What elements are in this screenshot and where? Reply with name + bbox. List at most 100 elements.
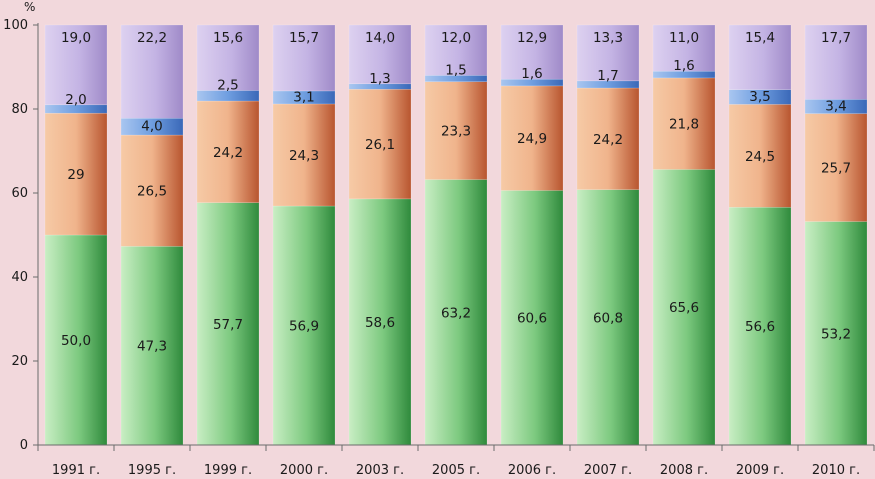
y-axis-unit: % [24,0,35,14]
bar-segment-lavender [576,24,640,82]
bar-segment-green [196,202,260,446]
data-label: 60,6 [517,311,547,327]
bar-segment-green [652,169,716,446]
data-label: 3,4 [825,98,846,114]
bar-segment-lavender [120,24,184,119]
y-axis: 0 20 40 60 80 100 [3,18,39,453]
bar-segment-orange [120,134,184,247]
data-label: 15,7 [289,30,319,46]
bar-stack: 47,3 26,5 4,0 22,2 [120,24,184,446]
data-label: 24,9 [517,131,547,147]
data-label: 3,5 [749,89,770,105]
data-label: 56,6 [745,319,775,335]
data-label: 23,3 [441,124,471,140]
bar-segment-green [120,246,184,446]
x-tick-label: 2003 г. [356,463,404,478]
x-tick-label: 2007 г. [584,463,632,478]
data-label: 2,0 [65,92,86,108]
bar-segment-orange [196,100,260,203]
data-label: 3,1 [293,89,314,105]
x-tick-label: 2006 г. [508,463,556,478]
data-label: 63,2 [441,305,471,321]
bar-stack: 57,7 24,2 2,5 15,6 [196,24,260,446]
bar-stack: 58,6 26,1 1,3 14,0 [348,24,412,446]
data-label: 24,3 [289,148,319,164]
data-label: 25,7 [821,161,851,177]
bar-segment-orange [652,77,716,170]
y-tick-label: 20 [11,354,28,369]
x-tick-label: 2010 г. [812,463,860,478]
bar-segment-green [424,179,488,446]
data-label: 53,2 [821,326,851,342]
data-label: 22,2 [137,30,167,46]
bar-segment-lavender [424,24,488,76]
bar-segment-green [576,189,640,446]
data-label: 57,7 [213,317,243,333]
bar-segment-green [348,198,412,446]
x-tick-label: 1995 г. [128,463,176,478]
data-label: 2,5 [217,78,238,94]
bar-stack: 53,2 25,7 3,4 17,7 [804,24,868,446]
y-tick-label: 60 [11,186,28,201]
data-label: 12,9 [517,30,547,46]
data-label: 12,0 [441,30,471,46]
data-label: 58,6 [365,315,395,331]
data-label: 4,0 [141,119,162,135]
data-label: 13,3 [593,30,623,46]
bar-segment-green [728,207,792,446]
bar-segment-lavender [348,24,412,85]
bar-segment-lavender [196,24,260,91]
y-tick-label: 0 [20,438,28,453]
data-label: 65,6 [669,300,699,316]
y-tick-label: 80 [11,102,28,117]
data-label: 17,7 [821,30,851,46]
data-label: 21,8 [669,117,699,133]
bar-segment-lavender [272,24,336,92]
y-tick-label: 100 [3,18,28,33]
bar-segment-orange [424,81,488,180]
bar-segment-green [272,205,336,446]
data-label: 26,1 [365,137,395,153]
data-label: 19,0 [61,30,91,46]
bar-segment-orange [348,89,412,200]
bar-segment-orange [272,103,336,207]
bar-segment-orange [804,113,868,222]
bar-segment-lavender [44,24,108,106]
x-tick-label: 2008 г. [660,463,708,478]
x-tick-label: 2005 г. [432,463,480,478]
y-tick-label: 40 [11,270,28,285]
x-tick-label: 2009 г. [736,463,784,478]
data-label: 24,2 [213,145,243,161]
data-label: 1,6 [673,58,694,74]
bar-stack: 65,6 21,8 1,6 11,0 [652,24,716,446]
data-label: 24,2 [593,132,623,148]
bar-segment-lavender [652,24,716,72]
data-label: 47,3 [137,339,167,355]
data-label: 29 [67,167,84,183]
bar-segment-orange [44,112,108,236]
bar-segment-lavender [500,24,564,80]
bar-segment-orange [728,104,792,208]
bars: 50,0 29 2,0 19,0 47,3 26,5 4,0 22,2 57,7 24,2 2,5 1… [44,24,868,446]
data-label: 15,6 [213,30,243,46]
data-label: 56,9 [289,319,319,335]
data-label: 24,5 [745,149,775,165]
data-label: 1,3 [369,71,390,87]
bar-stack: 60,8 24,2 1,7 13,3 [576,24,640,446]
bar-stack: 56,9 24,3 3,1 15,7 [272,24,336,446]
x-tick-label: 1999 г. [204,463,252,478]
data-label: 26,5 [137,184,167,200]
x-tick-label: 1991 г. [52,463,100,478]
data-label: 1,7 [597,68,618,84]
data-label: 50,0 [61,333,91,349]
bar-segment-green [500,190,564,446]
bar-stack: 60,6 24,9 1,6 12,9 [500,24,564,446]
bar-stack: 50,0 29 2,0 19,0 [44,24,108,446]
bar-segment-lavender [728,24,792,90]
bar-segment-orange [500,85,564,191]
x-axis: 1991 г. 1995 г. 1999 г. 2000 г. 2003 г. 2005 … [37,444,875,478]
data-label: 14,0 [365,30,395,46]
data-label: 11,0 [669,30,699,46]
data-label: 1,5 [445,62,466,78]
